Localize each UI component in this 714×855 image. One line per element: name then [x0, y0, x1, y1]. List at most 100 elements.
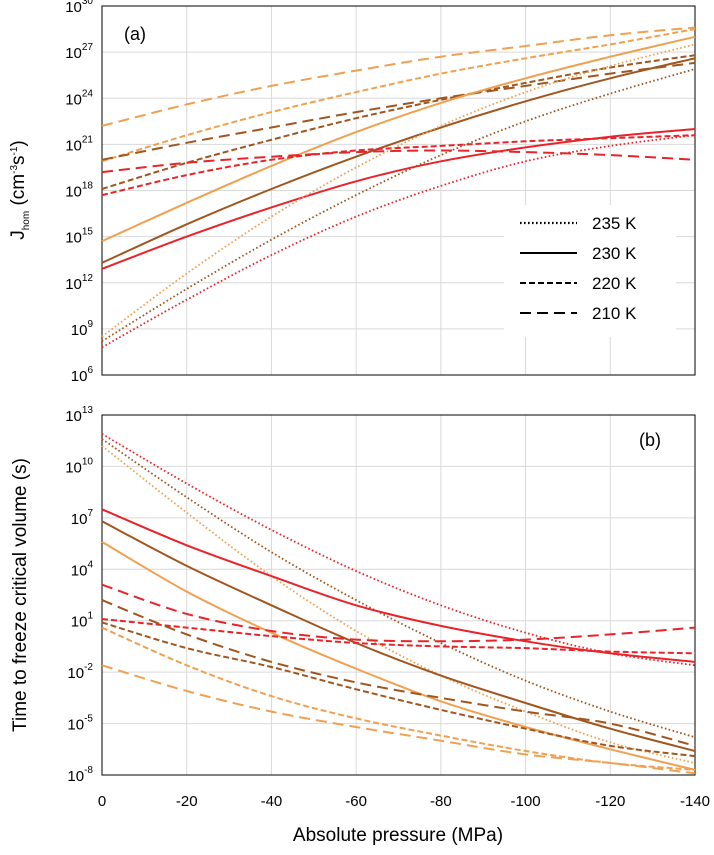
y-tick-base: 10 — [71, 322, 88, 339]
plot-frame-b — [101, 414, 696, 776]
legend-box — [504, 205, 676, 337]
ylabel-a-mid: s — [8, 155, 29, 165]
ylabel-a-end: ) — [8, 140, 29, 146]
x-tick-label: -80 — [430, 793, 452, 810]
y-tick-base: 10 — [71, 511, 88, 528]
plot-frame-a — [101, 5, 696, 376]
y-tick-label: 1013 — [65, 405, 93, 425]
y-tick-base: 10 — [67, 717, 84, 734]
y-tick-base: 10 — [65, 91, 82, 108]
y-tick-base: 10 — [65, 137, 82, 154]
legend-label: 220 K — [592, 274, 637, 293]
legend-label: 235 K — [592, 214, 637, 233]
y-tick-label: 1012 — [65, 273, 93, 293]
y-axis-label-a: Jhom (cm-3s-1) — [8, 140, 32, 240]
y-tick-base: 10 — [65, 184, 82, 201]
series-line-Cb-long-dash — [101, 61, 696, 161]
series-line-Co-solid — [101, 541, 696, 771]
series-line-Cb-short-dash — [101, 54, 696, 190]
y-tick-base: 10 — [67, 665, 84, 682]
series-line-Cb-short-dash — [101, 621, 696, 758]
y-tick-label: 1024 — [65, 88, 93, 108]
x-tick-label: -120 — [595, 793, 625, 810]
y-tick-exponent: 10 — [82, 456, 94, 467]
grid-a — [101, 5, 696, 376]
y-tick-label: 1018 — [65, 181, 93, 201]
grid-b — [101, 414, 696, 776]
panel-label-b: (b) — [639, 430, 661, 450]
ylabel-a-exp2: -1 — [9, 146, 20, 155]
y-tick-exponent: 21 — [82, 134, 94, 145]
y-tick-label: 1027 — [65, 42, 93, 62]
x-tick-label: -40 — [261, 793, 283, 810]
legend: 235 K 230 K 220 K 210 K — [504, 205, 676, 337]
x-tick-label: -60 — [345, 793, 367, 810]
series-line-Cr-long-dash — [101, 149, 696, 174]
y-tick-exponent: 24 — [82, 88, 94, 99]
x-tick-label: 0 — [98, 793, 106, 810]
y-tick-exponent: 4 — [87, 559, 93, 570]
y-tick-base: 10 — [71, 614, 88, 631]
y-tick-base: 10 — [65, 0, 82, 16]
y-tick-base: 10 — [67, 768, 84, 785]
y-tick-label: 1010 — [65, 456, 93, 476]
ylabel-a-rest: (cm — [8, 174, 29, 211]
y-tick-exponent: 18 — [82, 181, 94, 192]
y-tick-label: 10-5 — [67, 714, 93, 734]
y-tick-base: 10 — [65, 45, 82, 62]
ylabel-a-exp1: -3 — [9, 165, 20, 174]
series-line-Cb-solid — [101, 57, 696, 264]
y-tick-label: 10-8 — [67, 765, 93, 785]
y-tick-base: 10 — [65, 408, 82, 425]
y-tick-label: 104 — [71, 559, 94, 579]
y-tick-exponent: 27 — [82, 42, 94, 53]
y-tick-exponent: 6 — [87, 365, 93, 376]
series-line-Cr-dotted — [101, 433, 696, 667]
y-tick-label: 1030 — [65, 0, 93, 16]
x-tick-label: -20 — [176, 793, 198, 810]
y-tick-label: 1015 — [65, 227, 93, 247]
series-line-Cb-dotted — [101, 68, 696, 342]
y-tick-exponent: 13 — [82, 405, 94, 416]
legend-label: 210 K — [592, 304, 637, 323]
y-axis-label-b: Time to freeze critical volume (s) — [10, 458, 31, 732]
series-line-Co-short-dash — [101, 28, 696, 163]
y-tick-exponent: -8 — [84, 765, 93, 776]
y-tick-exponent: 15 — [82, 227, 94, 238]
y-tick-label: 101 — [71, 611, 94, 631]
series-line-Cr-short-dash — [101, 618, 696, 655]
y-tick-exponent: 12 — [82, 273, 94, 284]
series-line-Co-solid — [101, 35, 696, 243]
y-tick-label: 106 — [71, 365, 94, 385]
x-axis-label: Absolute pressure (MPa) — [293, 825, 503, 846]
y-tick-base: 10 — [65, 276, 82, 293]
series-line-Co-short-dash — [101, 626, 696, 771]
y-tick-label: 1021 — [65, 134, 93, 154]
series-line-Co-long-dash — [101, 26, 696, 127]
series-line-Co-dotted — [101, 43, 696, 338]
y-tick-label: 10-2 — [67, 662, 93, 682]
x-tick-labels: 0 -20 -40 -60 -80 -100 -120 -140 — [98, 793, 710, 810]
y-tick-exponent: 30 — [82, 0, 94, 7]
ylabel-a-main: J — [8, 230, 29, 240]
series-line-Cr-solid — [101, 128, 696, 270]
series-group-a — [101, 26, 696, 349]
x-tick-label: -100 — [511, 793, 541, 810]
series-line-Cb-solid — [101, 520, 696, 752]
legend-label: 230 K — [592, 244, 637, 263]
x-tick-label: -140 — [680, 793, 710, 810]
panel-label-a: (a) — [124, 24, 146, 44]
y-tick-base: 10 — [65, 230, 82, 247]
series-line-Cr-solid — [101, 508, 696, 663]
series-line-Co-long-dash — [101, 664, 696, 775]
series-line-Co-dotted — [101, 445, 696, 764]
y-tick-exponent: 7 — [87, 508, 93, 519]
series-group-b — [101, 433, 696, 775]
y-tick-base: 10 — [71, 562, 88, 579]
y-tick-base: 10 — [71, 368, 88, 385]
